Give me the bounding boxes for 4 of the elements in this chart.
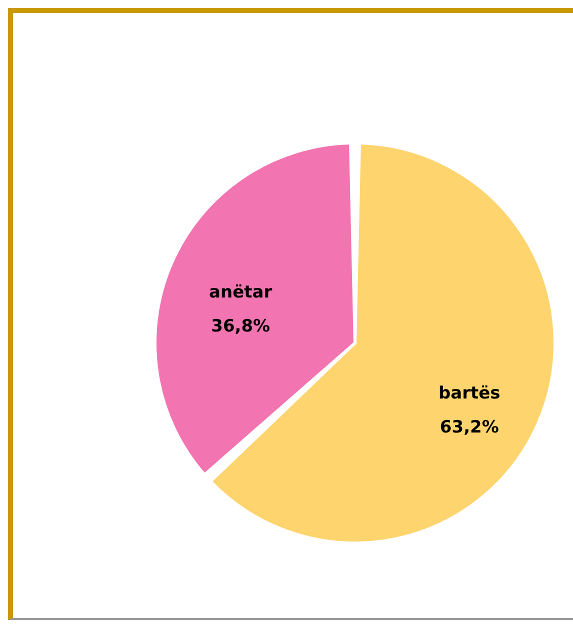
slice-label: bartës <box>438 383 500 404</box>
data-label: 36,8% <box>211 316 270 337</box>
data-label: 63,2% <box>440 417 499 438</box>
slice-label: anëtar <box>209 282 273 303</box>
